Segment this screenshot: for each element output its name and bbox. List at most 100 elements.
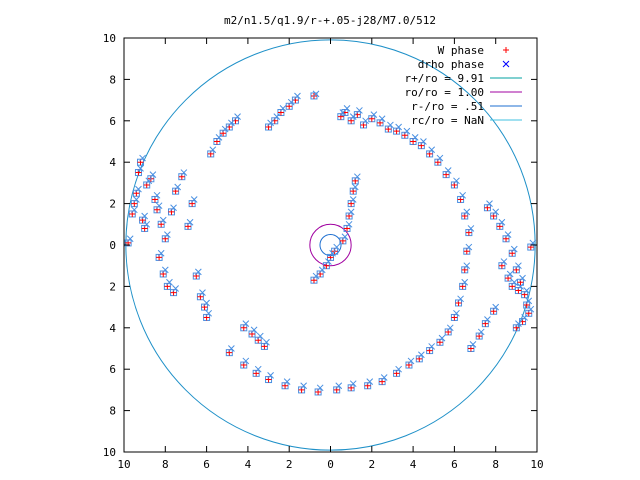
point-1-57 xyxy=(453,177,460,185)
point-0-46 xyxy=(360,121,368,129)
x-tick-label-5: 0 xyxy=(327,458,334,471)
point-1-74 xyxy=(349,380,357,388)
circle-1 xyxy=(309,223,352,267)
point-1-53 xyxy=(420,138,427,145)
point-1-65 xyxy=(453,309,460,317)
point-1-95 xyxy=(506,270,514,278)
point-1-19 xyxy=(174,183,182,191)
point-1-54 xyxy=(428,146,436,154)
point-1-4 xyxy=(139,154,146,162)
point-0-57 xyxy=(450,181,458,189)
point-1-15 xyxy=(161,266,169,274)
point-1-82 xyxy=(228,345,235,352)
point-1-87 xyxy=(510,245,518,253)
point-1-40 xyxy=(294,92,301,100)
point-1-114 xyxy=(353,173,361,181)
y-axis-ticks: 10 8 6 4 2 0 2 4 6 8 10 xyxy=(103,32,537,459)
point-1-70 xyxy=(407,357,415,365)
point-1-79 xyxy=(267,372,274,379)
x-tick-label-10: 10 xyxy=(530,458,543,471)
point-1-103 xyxy=(469,341,477,348)
point-1-91 xyxy=(525,297,533,305)
point-1-10 xyxy=(153,191,161,199)
point-1-89 xyxy=(519,274,526,282)
point-1-84 xyxy=(492,208,500,216)
point-0-94 xyxy=(512,324,520,332)
point-1-86 xyxy=(504,231,512,239)
point-1-80 xyxy=(254,365,262,373)
point-1-5 xyxy=(133,196,140,203)
point-1-58 xyxy=(459,191,467,199)
point-1-45 xyxy=(356,107,363,114)
point-0-6 xyxy=(139,216,147,224)
point-1-41 xyxy=(312,90,320,98)
point-1-75 xyxy=(335,382,343,390)
point-1-51 xyxy=(403,127,411,135)
y-tick-label-4: 2 xyxy=(109,198,116,211)
point-1-48 xyxy=(378,115,386,123)
point-1-26 xyxy=(205,309,213,317)
point-1-34 xyxy=(256,332,264,340)
point-0-64 xyxy=(455,299,463,307)
point-1-23 xyxy=(194,268,202,276)
point-1-61 xyxy=(465,243,473,251)
point-1-60 xyxy=(467,225,475,232)
point-1-112 xyxy=(349,196,357,203)
point-1-71 xyxy=(395,365,402,373)
point-1-77 xyxy=(300,382,308,390)
point-1-33 xyxy=(250,326,258,334)
point-1-105 xyxy=(318,266,326,274)
y-tick-label-0: 10 xyxy=(103,32,116,45)
point-1-67 xyxy=(438,334,446,342)
point-1-101 xyxy=(484,316,491,323)
point-1-1 xyxy=(130,206,138,214)
point-1-37 xyxy=(273,113,281,121)
point-1-63 xyxy=(461,278,469,286)
point-1-90 xyxy=(523,287,531,294)
legend-label-0: W phase xyxy=(438,44,484,57)
x-tick-label-9: 8 xyxy=(492,458,499,471)
x-tick-label-4: 2 xyxy=(286,458,293,471)
point-0-91 xyxy=(523,301,531,309)
legend-label-5: rc/ro = NaN xyxy=(411,114,484,127)
legend-label-1: drho phase xyxy=(418,58,484,71)
point-0-101 xyxy=(481,320,489,328)
point-1-85 xyxy=(498,218,506,226)
point-1-7 xyxy=(143,220,151,228)
point-1-68 xyxy=(428,343,436,350)
point-1-52 xyxy=(411,134,419,141)
legend-label-3: ro/ro = 1.00 xyxy=(405,86,484,99)
point-1-16 xyxy=(166,278,173,286)
point-1-109 xyxy=(341,233,349,241)
point-1-14 xyxy=(157,249,165,257)
point-1-28 xyxy=(215,134,223,141)
y-tick-label-8: 6 xyxy=(109,363,116,376)
point-1-76 xyxy=(316,384,324,392)
point-1-113 xyxy=(351,183,359,191)
point-1-20 xyxy=(180,169,188,176)
legend-marker-1 xyxy=(502,60,510,68)
point-0-82 xyxy=(225,349,233,357)
point-1-56 xyxy=(444,167,452,174)
point-1-83 xyxy=(486,200,493,207)
point-1-0 xyxy=(126,235,134,243)
point-0-33 xyxy=(248,330,256,338)
x-tick-label-7: 4 xyxy=(410,458,417,471)
point-1-111 xyxy=(347,208,355,216)
x-axis-ticks: 10 8 6 4 2 0 2 4 6 8 10 xyxy=(117,38,544,471)
x-tick-label-0: 10 xyxy=(117,458,130,471)
point-1-24 xyxy=(199,289,206,296)
legend-label-4: r-/ro = .51 xyxy=(411,100,484,113)
point-1-59 xyxy=(463,208,471,216)
point-1-49 xyxy=(387,121,394,129)
point-1-6 xyxy=(141,212,149,220)
point-0-78 xyxy=(281,382,289,390)
point-1-100 xyxy=(492,303,500,311)
point-1-106 xyxy=(325,258,332,265)
point-1-104 xyxy=(312,272,320,280)
point-1-102 xyxy=(477,328,485,336)
point-1-31 xyxy=(234,113,241,121)
point-1-66 xyxy=(446,324,454,332)
point-1-107 xyxy=(329,249,336,257)
